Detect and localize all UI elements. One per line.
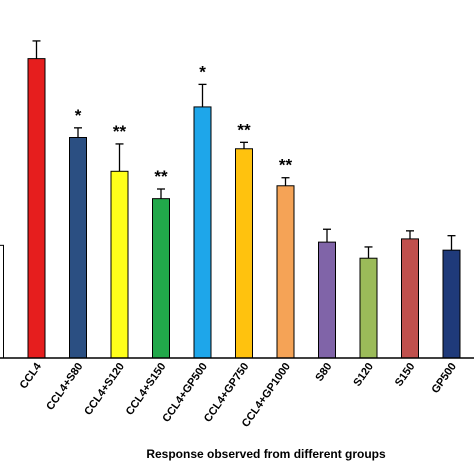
error-bar-gp500	[447, 235, 456, 251]
bar-unlabeled	[0, 244, 4, 359]
error-bar-s80	[323, 228, 331, 243]
bars-layer	[0, 58, 461, 359]
bar-s80	[318, 241, 336, 359]
x-tick-label-s120: S120	[351, 361, 376, 389]
error-bars-layer	[32, 40, 456, 259]
bar-ccl4-gp1000	[276, 185, 295, 359]
error-bar-ccl4-gp750	[240, 141, 248, 149]
bar-ccl4-gp750	[235, 148, 253, 359]
error-bar-ccl4-s120	[115, 143, 124, 172]
error-bar-ccl4-s150	[157, 188, 165, 199]
x-tick-label-s80: S80	[313, 361, 334, 384]
error-bar-ccl4-gp1000	[281, 177, 290, 186]
significance-mark-ccl4-s120: **	[113, 122, 127, 141]
error-bar-s120	[364, 246, 373, 259]
x-tick-label-ccl4-s150: CCL4+S150	[124, 361, 169, 418]
x-tick-label-s150: S150	[393, 361, 418, 389]
x-tick-label-ccl4-s120: CCL4+S120	[82, 361, 127, 418]
bar-s120	[359, 257, 378, 359]
x-tick-label-ccl4: CCL4	[18, 360, 45, 391]
significance-mark-ccl4-gp1000: **	[279, 156, 293, 175]
error-bar-ccl4-s80	[74, 127, 82, 138]
significance-mark-ccl4-s150: **	[154, 167, 168, 186]
bar-ccl4-s120	[110, 170, 129, 359]
bar-gp500	[442, 249, 461, 359]
x-tick-label-ccl4-s80: CCL4+S80	[44, 361, 85, 413]
error-bar-ccl4-gp500	[198, 83, 207, 107]
error-bar-ccl4	[32, 40, 41, 59]
x-axis-label: Response observed from different groups	[146, 447, 386, 461]
significance-mark-ccl4-gp750: **	[237, 120, 251, 139]
error-bar-s150	[406, 230, 414, 239]
bar-ccl4-gp500	[193, 106, 212, 359]
x-tick-labels: CCL4 CCL4+S80CCL4+S120CCL4+S150CCL4+GP500…	[18, 360, 459, 429]
bar-s150	[401, 238, 419, 359]
significance-layer: **********	[75, 62, 293, 186]
x-tick-label-gp500: GP500	[429, 361, 458, 396]
significance-mark-ccl4-s80: *	[75, 106, 82, 125]
bar-ccl4-s80	[69, 136, 87, 359]
bar-ccl4	[27, 58, 46, 359]
significance-mark-ccl4-gp500: *	[199, 62, 206, 81]
bar-ccl4-s150	[152, 198, 170, 359]
